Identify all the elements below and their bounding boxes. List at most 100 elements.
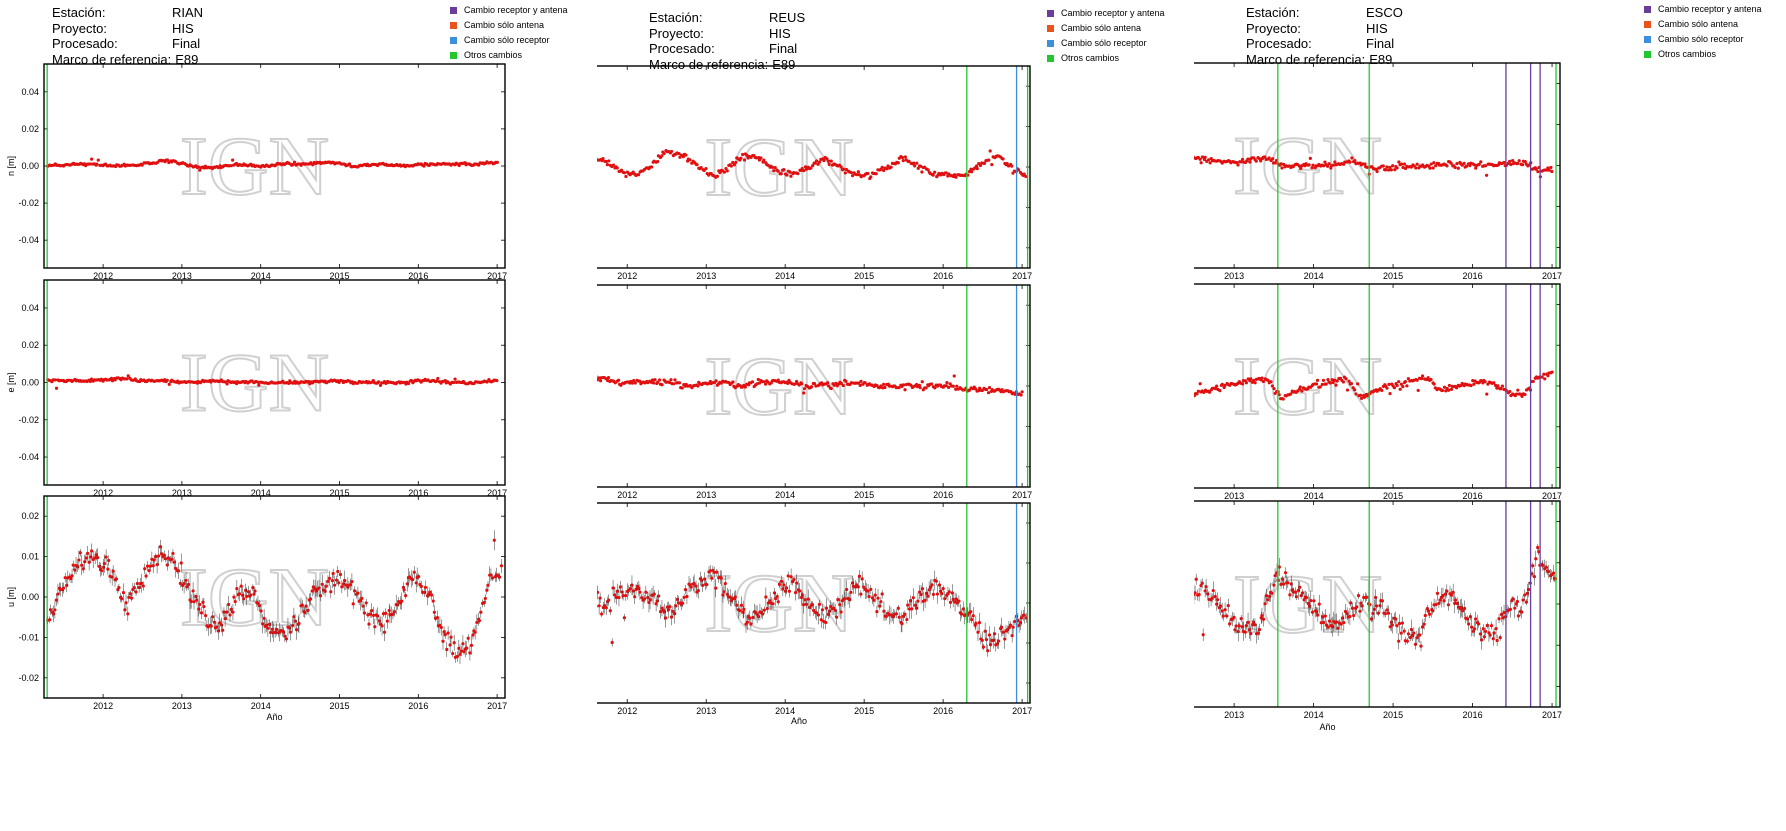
data-point (850, 174, 855, 178)
data-point (126, 374, 130, 378)
processing-label: Procesado: (1246, 36, 1312, 51)
data-point (73, 568, 77, 572)
data-point (957, 599, 961, 603)
data-point (1471, 629, 1475, 633)
data-point (1515, 599, 1519, 604)
data-point (231, 158, 235, 162)
y-tick-label: -0.04 (18, 452, 39, 462)
y-tick-label: -0.02 (18, 673, 39, 683)
data-point (1376, 611, 1380, 615)
data-point (771, 602, 775, 606)
data-point (1247, 628, 1252, 632)
data-point (340, 585, 344, 589)
data-point (245, 594, 249, 598)
data-point (348, 583, 352, 587)
data-point (1277, 565, 1281, 569)
data-point (1536, 170, 1540, 174)
data-point (662, 610, 666, 614)
data-point (235, 587, 239, 591)
x-tick-label: 2014 (1304, 491, 1324, 501)
legend-swatch (1047, 10, 1054, 17)
plot-frame (597, 65, 1031, 269)
data-point (445, 647, 449, 652)
data-point (1400, 162, 1404, 166)
data-point (826, 159, 831, 163)
data-point (1508, 389, 1512, 394)
data-point (984, 637, 989, 642)
data-point (622, 616, 626, 620)
data-point (1200, 581, 1204, 585)
data-point (879, 600, 883, 604)
data-point (1280, 166, 1284, 170)
data-point (182, 581, 186, 586)
data-point (1318, 385, 1322, 389)
data-point (225, 382, 229, 386)
data-point (221, 628, 225, 632)
data-point (714, 379, 718, 383)
data-point (210, 615, 215, 619)
data-point (597, 376, 601, 380)
data-point (1428, 166, 1432, 170)
data-point (368, 612, 372, 616)
data-point (154, 554, 158, 559)
data-point (269, 630, 273, 635)
data-point (1498, 635, 1502, 640)
data-point (306, 608, 310, 612)
data-point (607, 598, 611, 602)
data-point (396, 603, 400, 607)
station-label: Estación: (52, 5, 106, 20)
x-tick-label: 2012 (617, 706, 637, 716)
data-point (165, 563, 169, 567)
data-point (731, 160, 735, 165)
data-point (256, 380, 260, 384)
x-tick-label: 2016 (1463, 710, 1483, 720)
data-point (1312, 599, 1316, 603)
data-point (953, 173, 957, 177)
data-point (1007, 626, 1011, 630)
data-point (483, 596, 487, 601)
processing-label: Procesado: (649, 41, 715, 56)
data-point (1341, 380, 1346, 384)
data-point (1207, 390, 1212, 394)
x-tick-label: 2015 (329, 271, 349, 281)
data-point (638, 590, 642, 594)
data-point (1521, 598, 1525, 602)
data-point (856, 585, 860, 589)
data-point (920, 587, 925, 591)
data-point (715, 570, 719, 574)
data-point (1491, 637, 1495, 641)
data-point (102, 562, 106, 566)
legend-item: Cambio sólo receptor (1644, 32, 1762, 47)
data-point (1314, 382, 1319, 386)
data-point (130, 596, 134, 600)
data-point (1472, 382, 1476, 386)
data-point (1263, 602, 1267, 606)
data-point (1495, 638, 1499, 643)
data-point (1256, 631, 1260, 635)
data-point (1232, 615, 1236, 619)
data-point (809, 166, 813, 170)
data-point (825, 157, 829, 161)
data-point (652, 592, 656, 596)
data-point (1020, 390, 1024, 394)
data-point (891, 614, 895, 618)
data-point (611, 586, 615, 590)
data-point (1288, 593, 1292, 597)
data-point (1308, 604, 1312, 608)
data-point (743, 385, 747, 389)
data-point (1219, 604, 1223, 608)
data-point (431, 599, 435, 603)
data-point (1246, 157, 1250, 161)
data-point (291, 623, 295, 628)
data-point (926, 594, 930, 598)
data-point (97, 564, 101, 568)
data-point (1236, 163, 1240, 167)
data-point (1319, 621, 1323, 625)
data-point (954, 387, 958, 391)
data-point (1261, 379, 1265, 384)
data-point (385, 619, 389, 623)
data-point (689, 585, 693, 589)
data-point (495, 379, 499, 383)
data-point (1342, 620, 1346, 625)
data-point (229, 607, 233, 611)
